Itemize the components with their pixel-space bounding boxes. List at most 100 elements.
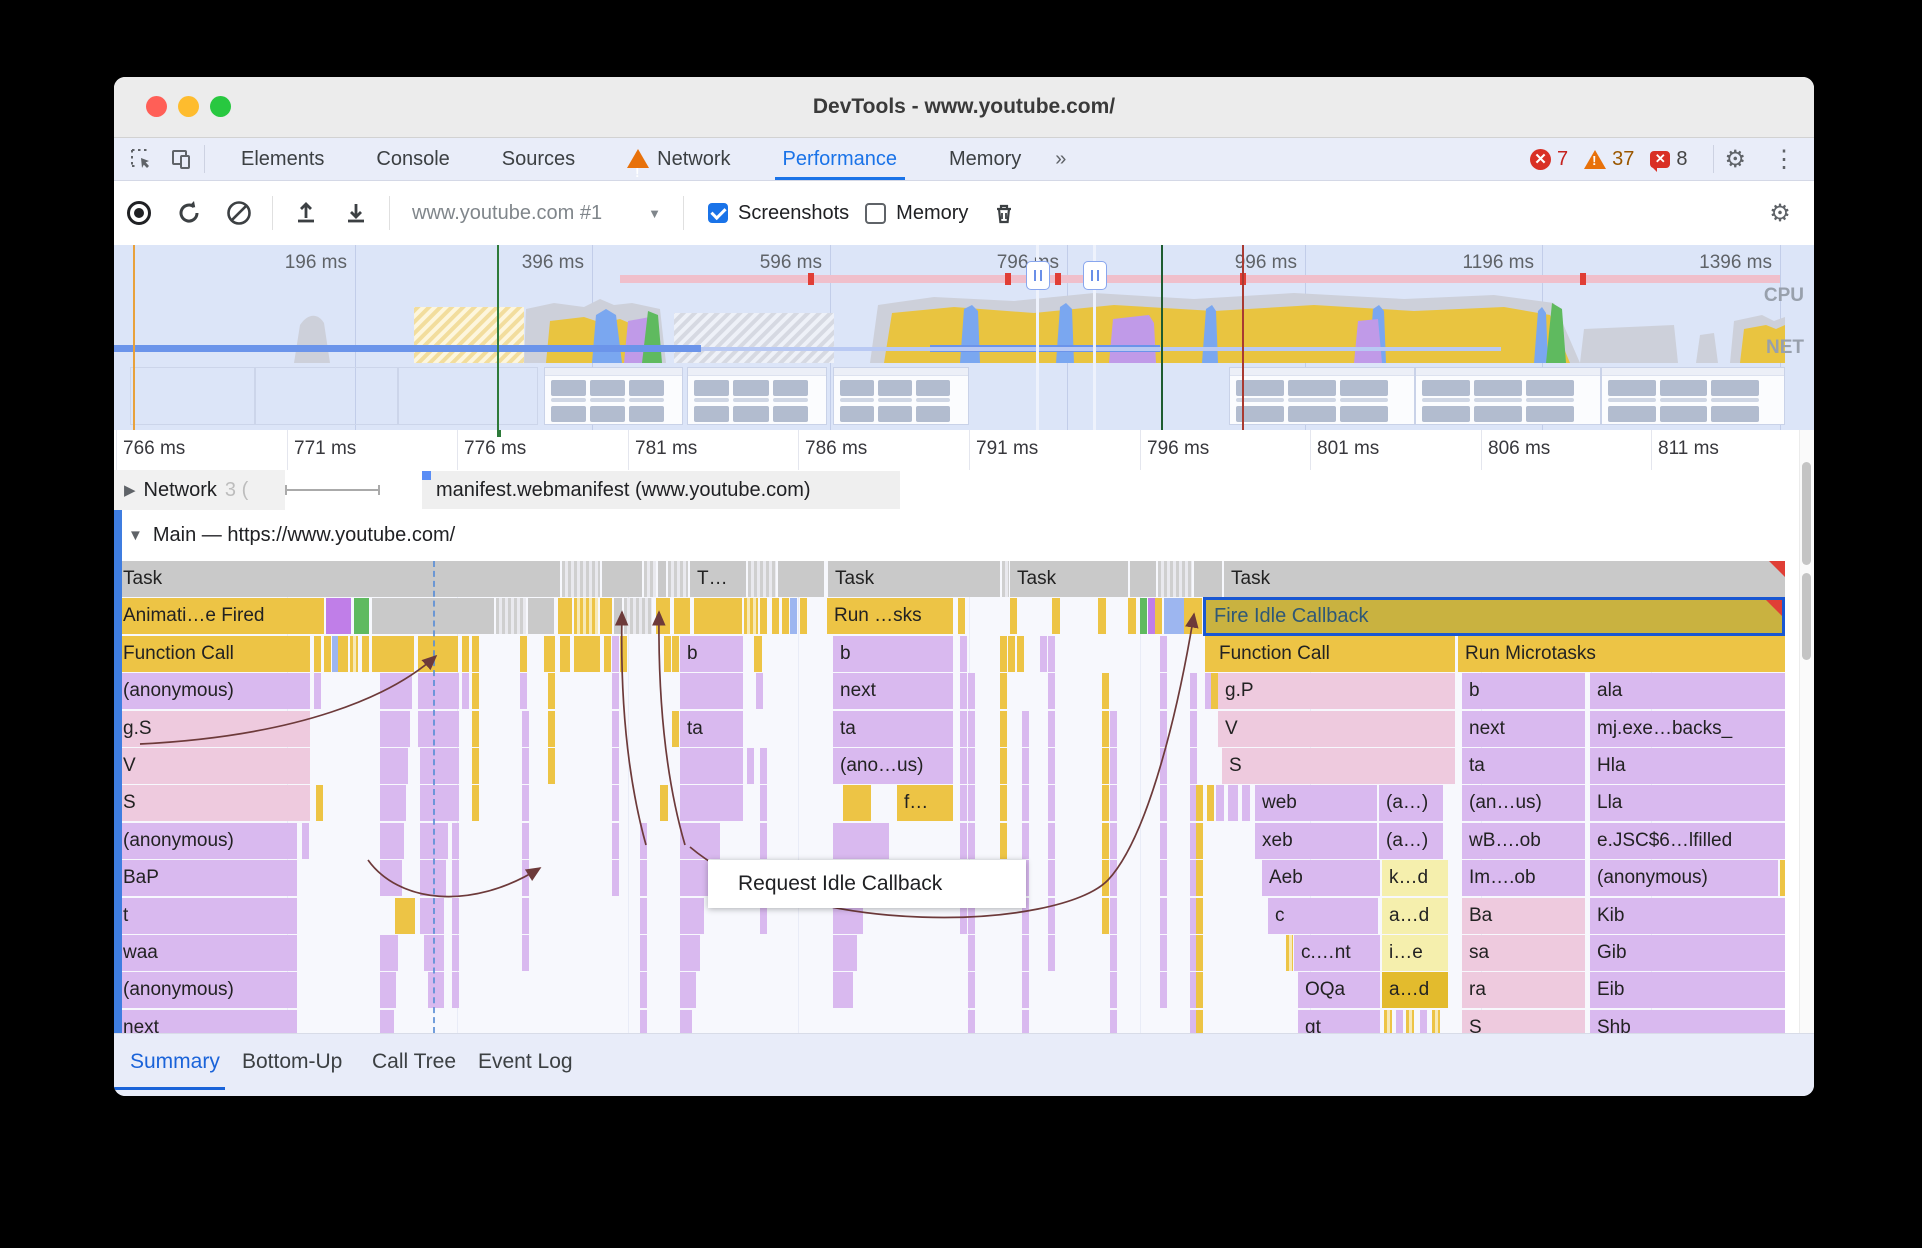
network-request[interactable]: manifest.webmanifest (www.youtube.com) xyxy=(422,471,900,509)
flame-event[interactable]: gt xyxy=(1298,1010,1380,1033)
flame-event-sliver[interactable] xyxy=(1130,561,1156,597)
screenshots-checkbox[interactable] xyxy=(707,203,728,223)
flame-event-sliver[interactable] xyxy=(748,561,776,597)
clear-recording-button[interactable] xyxy=(225,199,253,227)
flame-event[interactable]: (a…) xyxy=(1379,785,1443,821)
flame-event-sliver[interactable] xyxy=(1155,598,1162,634)
flame-event[interactable]: (anonymous) xyxy=(116,972,297,1008)
flame-event-sliver[interactable] xyxy=(528,598,554,634)
flame-event[interactable]: Gib xyxy=(1590,935,1785,971)
main-track-header[interactable]: ▼ Main — https://www.youtube.com/ xyxy=(114,510,1814,561)
flame-event[interactable]: Ba xyxy=(1462,898,1585,934)
flame-event-sliver[interactable] xyxy=(600,598,612,634)
flame-event-sliver[interactable] xyxy=(1184,598,1202,634)
flame-event[interactable]: OQa xyxy=(1298,972,1380,1008)
flame-event-sliver[interactable] xyxy=(332,636,339,672)
flame-event-sliver[interactable] xyxy=(760,598,767,634)
flame-event-sliver[interactable] xyxy=(1002,561,1009,597)
flame-event-sliver[interactable] xyxy=(833,823,889,859)
flame-event[interactable]: ala xyxy=(1590,673,1785,709)
flame-event-sliver[interactable] xyxy=(680,785,743,821)
flame-event-sliver[interactable] xyxy=(1211,673,1218,709)
flame-event[interactable]: Kib xyxy=(1590,898,1785,934)
vertical-scrollbar[interactable] xyxy=(1799,430,1814,1033)
inspect-element-icon[interactable] xyxy=(128,146,154,172)
flame-event-sliver[interactable] xyxy=(1396,1010,1403,1033)
flame-event-sliver[interactable] xyxy=(314,636,321,672)
scrollbar-thumb[interactable] xyxy=(1802,573,1811,660)
flame-event-sliver[interactable] xyxy=(462,673,469,709)
flame-event[interactable]: T… xyxy=(690,561,746,597)
flame-event-sliver[interactable] xyxy=(560,636,570,672)
flame-event[interactable]: Run Microtasks xyxy=(1458,636,1785,672)
errors-badge[interactable]: ✕ 7 xyxy=(1529,148,1568,171)
flame-event-sliver[interactable] xyxy=(1228,785,1238,821)
flame-event[interactable]: (anonymous) xyxy=(116,673,310,709)
tab-sources[interactable]: Sources xyxy=(501,148,576,170)
flame-event-sliver[interactable] xyxy=(1242,785,1250,821)
flame-event-sliver[interactable] xyxy=(833,972,853,1008)
flame-event[interactable]: V xyxy=(1218,711,1455,747)
flame-event[interactable]: V xyxy=(116,748,310,784)
flame-event-sliver[interactable] xyxy=(1040,636,1047,672)
flame-event[interactable]: S xyxy=(1462,1010,1585,1033)
flame-event-sliver[interactable] xyxy=(1140,598,1147,634)
flame-event-sliver[interactable] xyxy=(778,561,824,597)
flame-event-sliver[interactable] xyxy=(520,636,527,672)
filmstrip-screenshot[interactable] xyxy=(687,367,827,425)
flame-event[interactable]: (a…) xyxy=(1379,823,1443,859)
flame-event-sliver[interactable] xyxy=(420,785,452,821)
flame-event-sliver[interactable] xyxy=(1171,598,1178,634)
toggle-device-toolbar-icon[interactable] xyxy=(168,146,194,172)
flame-event[interactable]: ta xyxy=(833,711,953,747)
flame-event-sliver[interactable] xyxy=(680,748,743,784)
bottom-tab-bottom-up[interactable]: Bottom-Up xyxy=(242,1050,343,1073)
flame-event-sliver[interactable] xyxy=(680,898,704,934)
flame-event-sliver[interactable] xyxy=(680,972,696,1008)
tab-elements[interactable]: Elements xyxy=(241,148,325,170)
flame-event-sliver[interactable] xyxy=(614,598,622,634)
flame-event[interactable]: S xyxy=(1222,748,1455,784)
record-button[interactable] xyxy=(125,199,153,227)
flame-event-sliver[interactable] xyxy=(1432,1010,1440,1033)
flame-event-sliver[interactable] xyxy=(1216,785,1224,821)
flame-event-sliver[interactable] xyxy=(658,561,666,597)
flame-event[interactable]: ra xyxy=(1462,972,1585,1008)
flame-event[interactable]: Task xyxy=(116,561,560,597)
flame-event-sliver[interactable] xyxy=(1128,598,1136,634)
flame-event-sliver[interactable] xyxy=(418,711,456,747)
flame-event-sliver[interactable] xyxy=(644,561,656,597)
flame-event[interactable]: g.S xyxy=(116,711,310,747)
flame-event[interactable]: mj.exe…backs_ xyxy=(1590,711,1785,747)
flame-event-sliver[interactable] xyxy=(680,823,720,859)
selected-flame-event[interactable]: Fire Idle Callback xyxy=(1203,597,1785,636)
flame-event-sliver[interactable] xyxy=(1008,636,1015,672)
flame-event-sliver[interactable] xyxy=(656,598,670,634)
flame-event-sliver[interactable] xyxy=(338,636,348,672)
flame-event[interactable]: (anonymous) xyxy=(1590,860,1778,896)
minimize-window-button[interactable] xyxy=(178,96,199,117)
issues-badge[interactable]: ✕ 8 xyxy=(1650,148,1687,172)
flame-event-sliver[interactable] xyxy=(558,598,572,634)
flame-event-sliver[interactable] xyxy=(302,823,309,859)
flame-event[interactable]: b xyxy=(833,636,953,672)
flame-event-sliver[interactable] xyxy=(1017,636,1024,672)
flame-event-sliver[interactable] xyxy=(354,598,369,634)
collect-garbage-icon[interactable] xyxy=(990,199,1018,227)
flame-event-sliver[interactable] xyxy=(574,598,598,634)
save-profile-icon[interactable] xyxy=(342,199,370,227)
flame-event-sliver[interactable] xyxy=(747,748,754,784)
flame-event-sliver[interactable] xyxy=(562,561,600,597)
memory-checkbox[interactable] xyxy=(865,202,887,224)
flame-event-sliver[interactable] xyxy=(1052,598,1060,634)
flame-event[interactable]: next xyxy=(833,673,953,709)
flame-event-sliver[interactable] xyxy=(680,935,700,971)
flame-event[interactable]: ta xyxy=(680,711,743,747)
flame-event[interactable]: wB….ob xyxy=(1462,823,1585,859)
flame-event[interactable]: k…d xyxy=(1382,860,1448,896)
selection-handle[interactable] xyxy=(1083,261,1107,290)
flame-event-sliver[interactable] xyxy=(604,636,611,672)
flame-event-sliver[interactable] xyxy=(380,673,412,709)
flame-event-sliver[interactable] xyxy=(620,636,627,672)
flame-event-sliver[interactable] xyxy=(462,636,469,672)
